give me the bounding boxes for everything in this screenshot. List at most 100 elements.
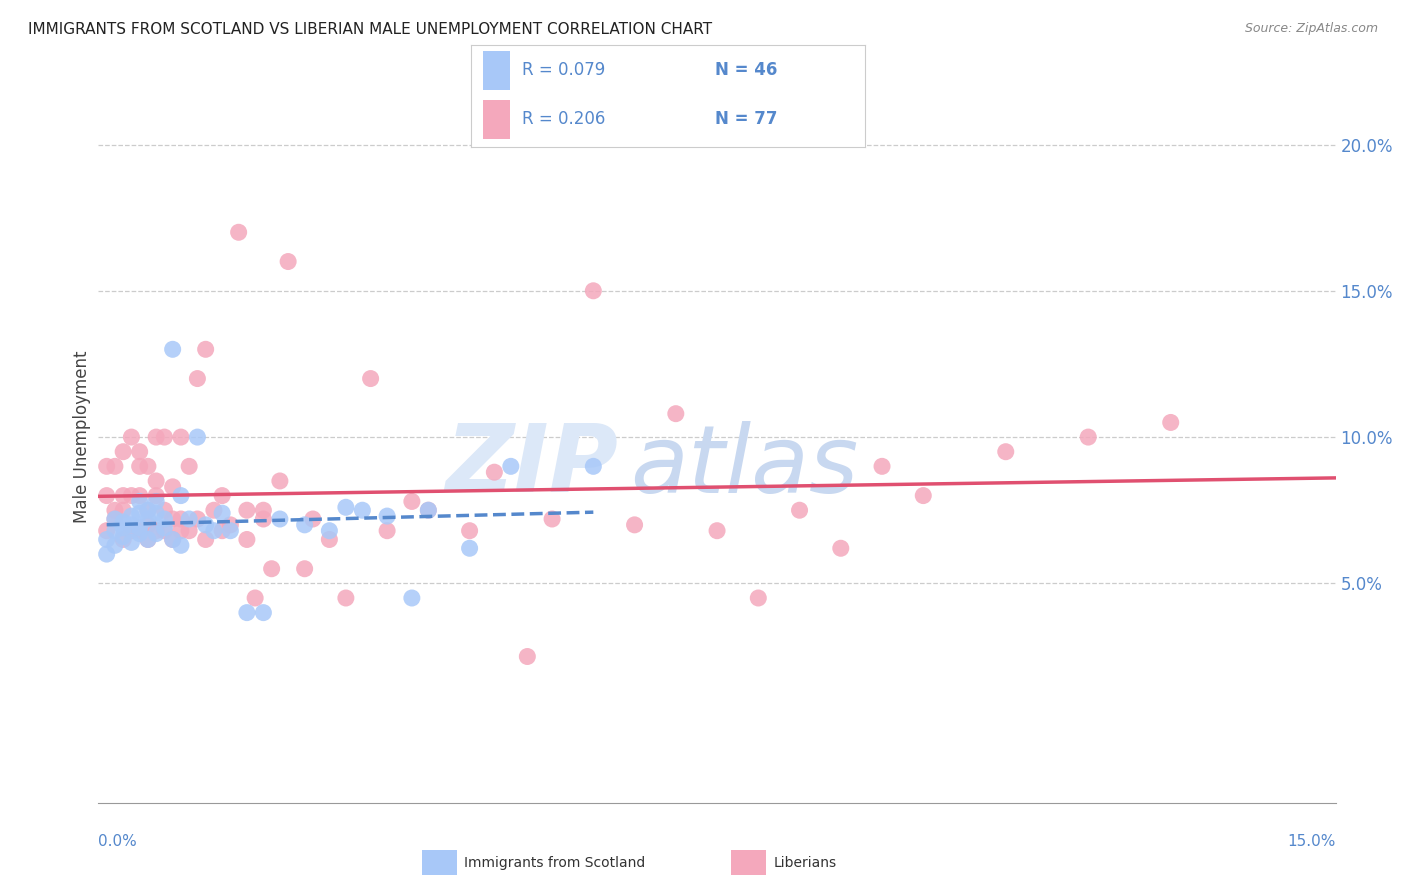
Point xyxy=(145,524,167,538)
Point xyxy=(104,459,127,474)
Point xyxy=(104,512,127,526)
Point xyxy=(153,512,176,526)
Point xyxy=(120,509,142,524)
Point xyxy=(120,517,142,532)
Point xyxy=(582,284,605,298)
Point xyxy=(243,591,266,605)
Point xyxy=(179,512,201,526)
Point xyxy=(252,503,274,517)
Point xyxy=(194,533,217,547)
FancyBboxPatch shape xyxy=(482,51,510,90)
Point xyxy=(458,524,481,538)
Point xyxy=(170,430,193,444)
Text: atlas: atlas xyxy=(630,421,859,512)
Point xyxy=(128,489,150,503)
Point xyxy=(1160,416,1182,430)
Point xyxy=(219,517,242,532)
Point xyxy=(260,562,283,576)
Point xyxy=(128,494,150,508)
Text: R = 0.206: R = 0.206 xyxy=(522,111,606,128)
Point xyxy=(120,489,142,503)
Point xyxy=(375,509,398,524)
Point xyxy=(269,512,291,526)
Point xyxy=(789,503,811,517)
Point xyxy=(269,474,291,488)
Point xyxy=(335,500,357,515)
Point xyxy=(401,591,423,605)
Point xyxy=(128,506,150,520)
Point xyxy=(458,541,481,556)
Point xyxy=(136,533,159,547)
Point xyxy=(499,459,522,474)
Point xyxy=(318,533,340,547)
Point xyxy=(541,512,564,526)
Text: IMMIGRANTS FROM SCOTLAND VS LIBERIAN MALE UNEMPLOYMENT CORRELATION CHART: IMMIGRANTS FROM SCOTLAND VS LIBERIAN MAL… xyxy=(28,22,713,37)
Point xyxy=(747,591,769,605)
Point xyxy=(418,503,440,517)
Point xyxy=(418,503,440,517)
Point xyxy=(145,430,167,444)
Point xyxy=(96,533,118,547)
Point xyxy=(1077,430,1099,444)
Point xyxy=(360,371,382,385)
Point xyxy=(145,489,167,503)
Point xyxy=(104,524,127,538)
Point xyxy=(120,524,142,538)
Point xyxy=(302,512,325,526)
Point xyxy=(236,606,259,620)
Point xyxy=(104,538,127,552)
Point xyxy=(112,503,135,517)
Point xyxy=(228,225,250,239)
Point xyxy=(179,524,201,538)
Point xyxy=(375,524,398,538)
Point xyxy=(277,254,299,268)
Point xyxy=(162,512,184,526)
Point xyxy=(236,533,259,547)
Point xyxy=(211,506,233,520)
Text: ZIP: ZIP xyxy=(446,420,619,512)
Text: Source: ZipAtlas.com: Source: ZipAtlas.com xyxy=(1244,22,1378,36)
Point xyxy=(112,521,135,535)
Point xyxy=(104,512,127,526)
Point xyxy=(186,430,208,444)
Point xyxy=(318,524,340,538)
Point xyxy=(112,444,135,458)
Point xyxy=(96,547,118,561)
Point xyxy=(162,533,184,547)
Point xyxy=(136,503,159,517)
Point xyxy=(211,489,233,503)
Point xyxy=(179,459,201,474)
Point xyxy=(145,474,167,488)
Point xyxy=(170,489,193,503)
Point xyxy=(870,459,893,474)
Point xyxy=(96,524,118,538)
Text: 15.0%: 15.0% xyxy=(1288,834,1336,849)
Point xyxy=(136,533,159,547)
Point xyxy=(186,512,208,526)
Point xyxy=(96,489,118,503)
Point xyxy=(352,503,374,517)
Point xyxy=(112,489,135,503)
Point xyxy=(623,517,645,532)
Point xyxy=(170,538,193,552)
Point xyxy=(516,649,538,664)
Point xyxy=(96,459,118,474)
Point xyxy=(994,444,1017,458)
Y-axis label: Male Unemployment: Male Unemployment xyxy=(73,351,91,524)
Point xyxy=(162,480,184,494)
Text: N = 46: N = 46 xyxy=(716,62,778,79)
Point xyxy=(202,503,225,517)
Point xyxy=(136,512,159,526)
Point xyxy=(145,526,167,541)
Point xyxy=(665,407,688,421)
Point xyxy=(294,517,316,532)
Point xyxy=(112,530,135,544)
Text: Immigrants from Scotland: Immigrants from Scotland xyxy=(464,855,645,870)
Point xyxy=(136,503,159,517)
Point xyxy=(153,503,176,517)
Point xyxy=(194,517,217,532)
Point xyxy=(186,371,208,385)
Point xyxy=(136,459,159,474)
Point xyxy=(294,562,316,576)
Point xyxy=(128,521,150,535)
